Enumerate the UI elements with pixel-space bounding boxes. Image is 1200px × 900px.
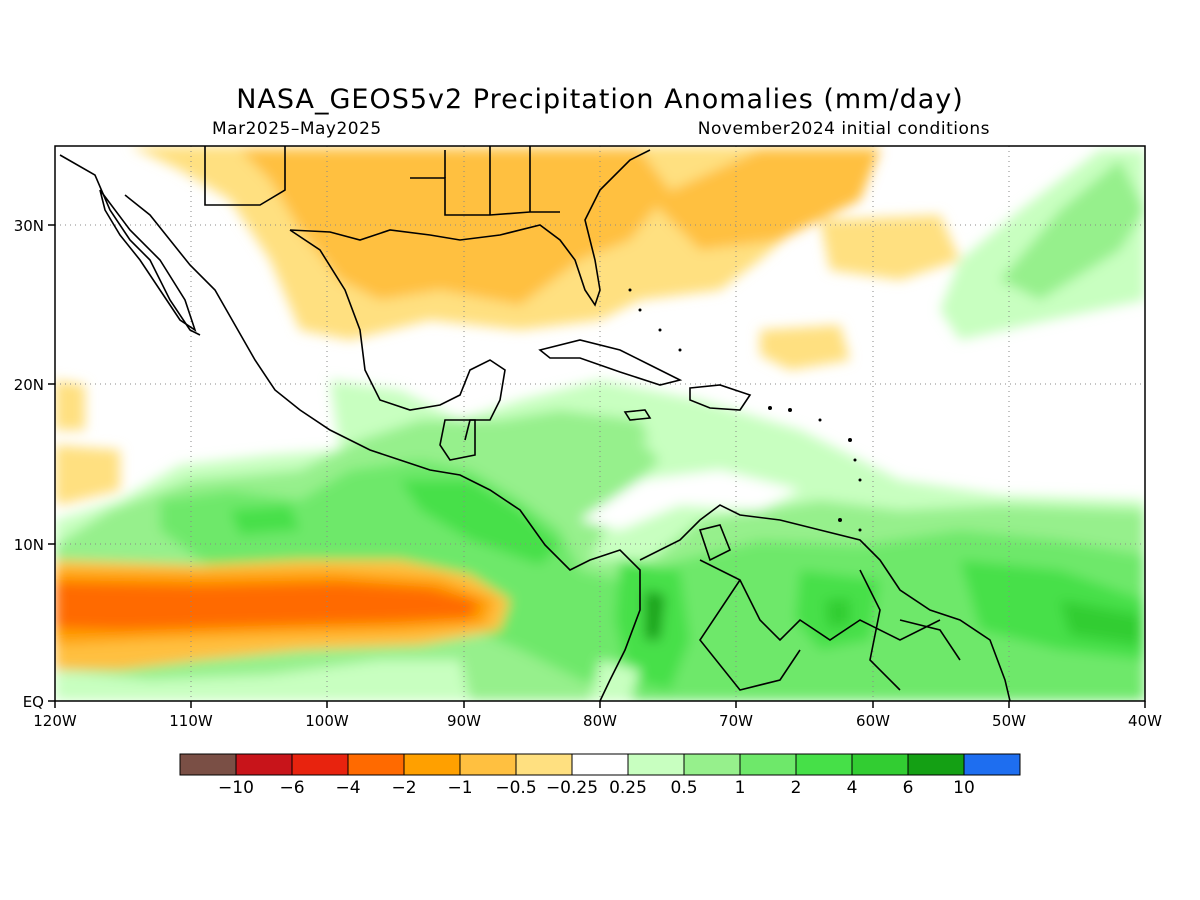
lat-label: 20N [14,376,44,394]
islands [628,288,862,532]
colorbar-label: −6 [279,778,304,798]
colorbar-label: 0.5 [670,778,697,798]
colorbar-swatch [403,753,461,776]
coastlines [59,146,1011,701]
colorbar-label: 1 [735,778,746,798]
latitude-labels: EQ 10N 20N 30N [14,217,44,711]
colorbar-swatch [795,753,853,776]
lat-label: EQ [23,693,44,711]
colorbar-swatch [179,753,237,776]
lon-label: 70W [719,712,753,730]
colorbar-label: −10 [218,778,254,798]
colorbar-label: 0.25 [609,778,647,798]
lon-label: 60W [856,712,890,730]
axis-ticks [48,224,1146,708]
colorbar-swatch [515,753,573,776]
lon-label: 40W [1128,712,1162,730]
colorbar [179,753,1021,776]
lon-label: 50W [992,712,1026,730]
colorbar-labels: −10 −6 −4 −2 −1 −0.5 −0.25 0.25 0.5 1 2 4 6 10 [218,778,975,798]
colorbar-label: −2 [391,778,416,798]
colorbar-swatch [627,753,685,776]
colorbar-label: 6 [903,778,914,798]
colorbar-swatch [683,753,741,776]
lon-label: 110W [169,712,213,730]
map-title: NASA_GEOS5v2 Precipitation Anomalies (mm… [236,84,964,115]
colorbar-label: −4 [335,778,360,798]
colorbar-swatch [291,753,349,776]
colorbar-swatch [963,753,1021,776]
colorbar-swatch [851,753,909,776]
colorbar-swatch [571,753,629,776]
lon-label: 80W [583,712,617,730]
colorbar-label: 2 [791,778,802,798]
lat-label: 10N [14,536,44,554]
colorbar-label: −1 [447,778,472,798]
colorbar-label: 10 [953,778,975,798]
colorbar-swatch [739,753,797,776]
colorbar-swatch [235,753,293,776]
longitude-labels: 120W 110W 100W 90W 80W 70W 60W 50W 40W [33,712,1162,730]
lon-label: 100W [305,712,349,730]
grid-lines [55,146,1145,701]
colorbar-swatch [459,753,517,776]
forecast-period: Mar2025–May2025 [212,119,382,139]
colorbar-label: −0.25 [546,778,598,798]
lon-label: 120W [33,712,77,730]
colorbar-swatch [347,753,405,776]
lon-label: 90W [447,712,481,730]
initial-conditions: November2024 initial conditions [697,119,990,139]
colorbar-label: −0.5 [495,778,536,798]
anomaly-field [55,146,1145,701]
lat-label: 30N [14,217,44,235]
colorbar-swatch [907,753,965,776]
colorbar-label: 4 [847,778,858,798]
